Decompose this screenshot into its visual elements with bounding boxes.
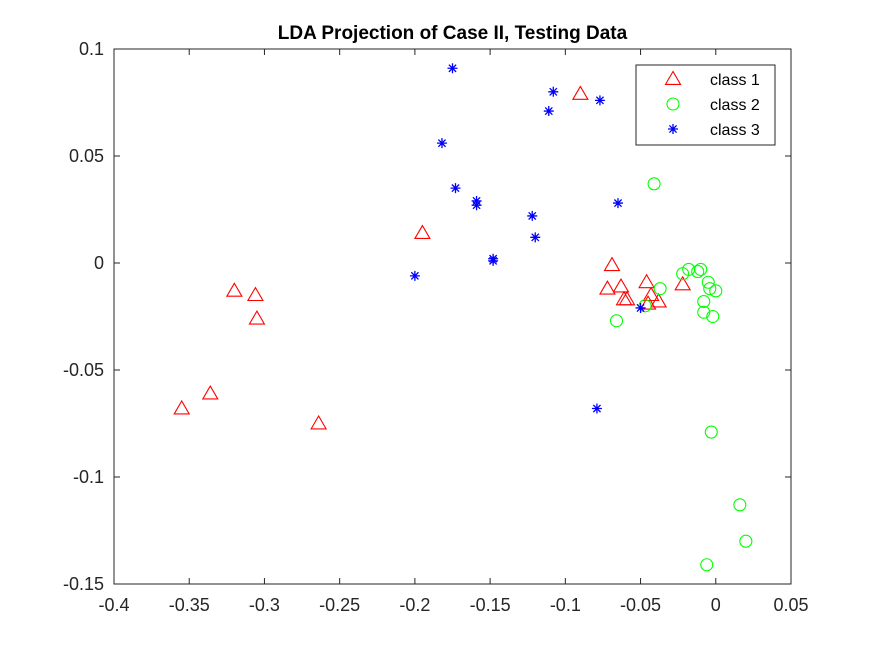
x-tick-label: -0.05 xyxy=(620,595,661,615)
triangle-point xyxy=(413,224,431,239)
y-tick-label: 0.05 xyxy=(69,146,104,166)
circle-point xyxy=(697,294,711,309)
legend-asterisk-icon xyxy=(668,124,678,134)
x-tick-label: -0.1 xyxy=(550,595,581,615)
circle-point xyxy=(739,534,753,548)
legend-box xyxy=(635,64,776,146)
asterisk-point xyxy=(612,198,623,209)
circle-point xyxy=(653,282,667,296)
triangle-point xyxy=(201,384,219,400)
series-class-3 xyxy=(409,63,646,414)
x-tick-label: 0.05 xyxy=(773,595,808,615)
asterisk-point xyxy=(409,270,420,281)
asterisk-point xyxy=(591,403,602,414)
x-tick-label: -0.25 xyxy=(319,595,360,615)
circle-point xyxy=(733,498,747,512)
circle-point xyxy=(709,284,723,298)
x-tick-label: -0.35 xyxy=(169,595,210,615)
y-tick-label: -0.15 xyxy=(63,574,104,594)
asterisk-point xyxy=(471,200,482,211)
circle-point xyxy=(704,425,718,439)
circle-point xyxy=(694,262,708,276)
asterisk-point xyxy=(436,138,447,149)
axes: -0.4 -0.35 -0.3 -0.25 -0.2 -0.15 -0.1 -0.05 0 0.0… xyxy=(63,39,809,615)
asterisk-point xyxy=(594,95,605,106)
data-marks xyxy=(173,63,753,572)
legend-triangle-icon xyxy=(664,70,682,85)
triangle-point xyxy=(650,292,668,308)
legend-circle-icon xyxy=(666,97,680,111)
circle-point xyxy=(697,305,711,319)
asterisk-point xyxy=(527,210,538,221)
asterisk-point xyxy=(530,232,541,243)
x-tick-label: 0 xyxy=(711,595,721,615)
triangle-point xyxy=(246,286,264,302)
y-tick-label: -0.05 xyxy=(63,360,104,380)
series-class-2 xyxy=(609,177,753,572)
legend: class 1 class 2 class 3 xyxy=(635,64,776,146)
circle-point xyxy=(691,265,705,279)
legend-entry-label: class 1 xyxy=(710,72,760,89)
asterisk-point xyxy=(488,255,499,266)
y-tick-label: 0 xyxy=(94,253,104,273)
asterisk-point xyxy=(635,302,646,313)
x-tick-label: -0.3 xyxy=(249,595,280,615)
circle-point xyxy=(647,177,661,191)
series-class-1 xyxy=(173,85,692,430)
x-tick-label: -0.15 xyxy=(470,595,511,615)
axes-box xyxy=(113,48,792,585)
triangle-point xyxy=(173,399,191,415)
triangle-point xyxy=(618,290,636,306)
legend-entry-label: class 3 xyxy=(710,122,760,139)
triangle-point xyxy=(225,282,243,297)
triangle-point xyxy=(639,295,657,310)
y-tick-label: -0.1 xyxy=(73,467,104,487)
triangle-point xyxy=(310,414,328,430)
triangle-point xyxy=(599,280,616,295)
triangle-point xyxy=(571,85,589,100)
circle-point xyxy=(609,314,624,328)
y-tick-label: 0.1 xyxy=(79,39,104,59)
asterisk-point xyxy=(450,183,461,194)
x-tick-label: -0.2 xyxy=(399,595,430,615)
circle-point xyxy=(706,309,720,324)
legend-entry-label: class 2 xyxy=(710,97,760,114)
chart-title: LDA Projection of Case II, Testing Data xyxy=(278,23,628,44)
asterisk-point xyxy=(548,86,559,97)
asterisk-point xyxy=(447,63,458,74)
circle-point xyxy=(703,282,717,296)
triangle-point xyxy=(603,256,621,272)
asterisk-point xyxy=(543,106,554,117)
circle-point xyxy=(701,275,715,289)
triangle-point xyxy=(674,275,692,291)
triangle-point xyxy=(248,310,266,325)
triangle-point xyxy=(638,273,656,289)
circle-point xyxy=(700,558,714,572)
triangle-point xyxy=(612,277,630,293)
x-tick-label: -0.4 xyxy=(98,595,129,615)
